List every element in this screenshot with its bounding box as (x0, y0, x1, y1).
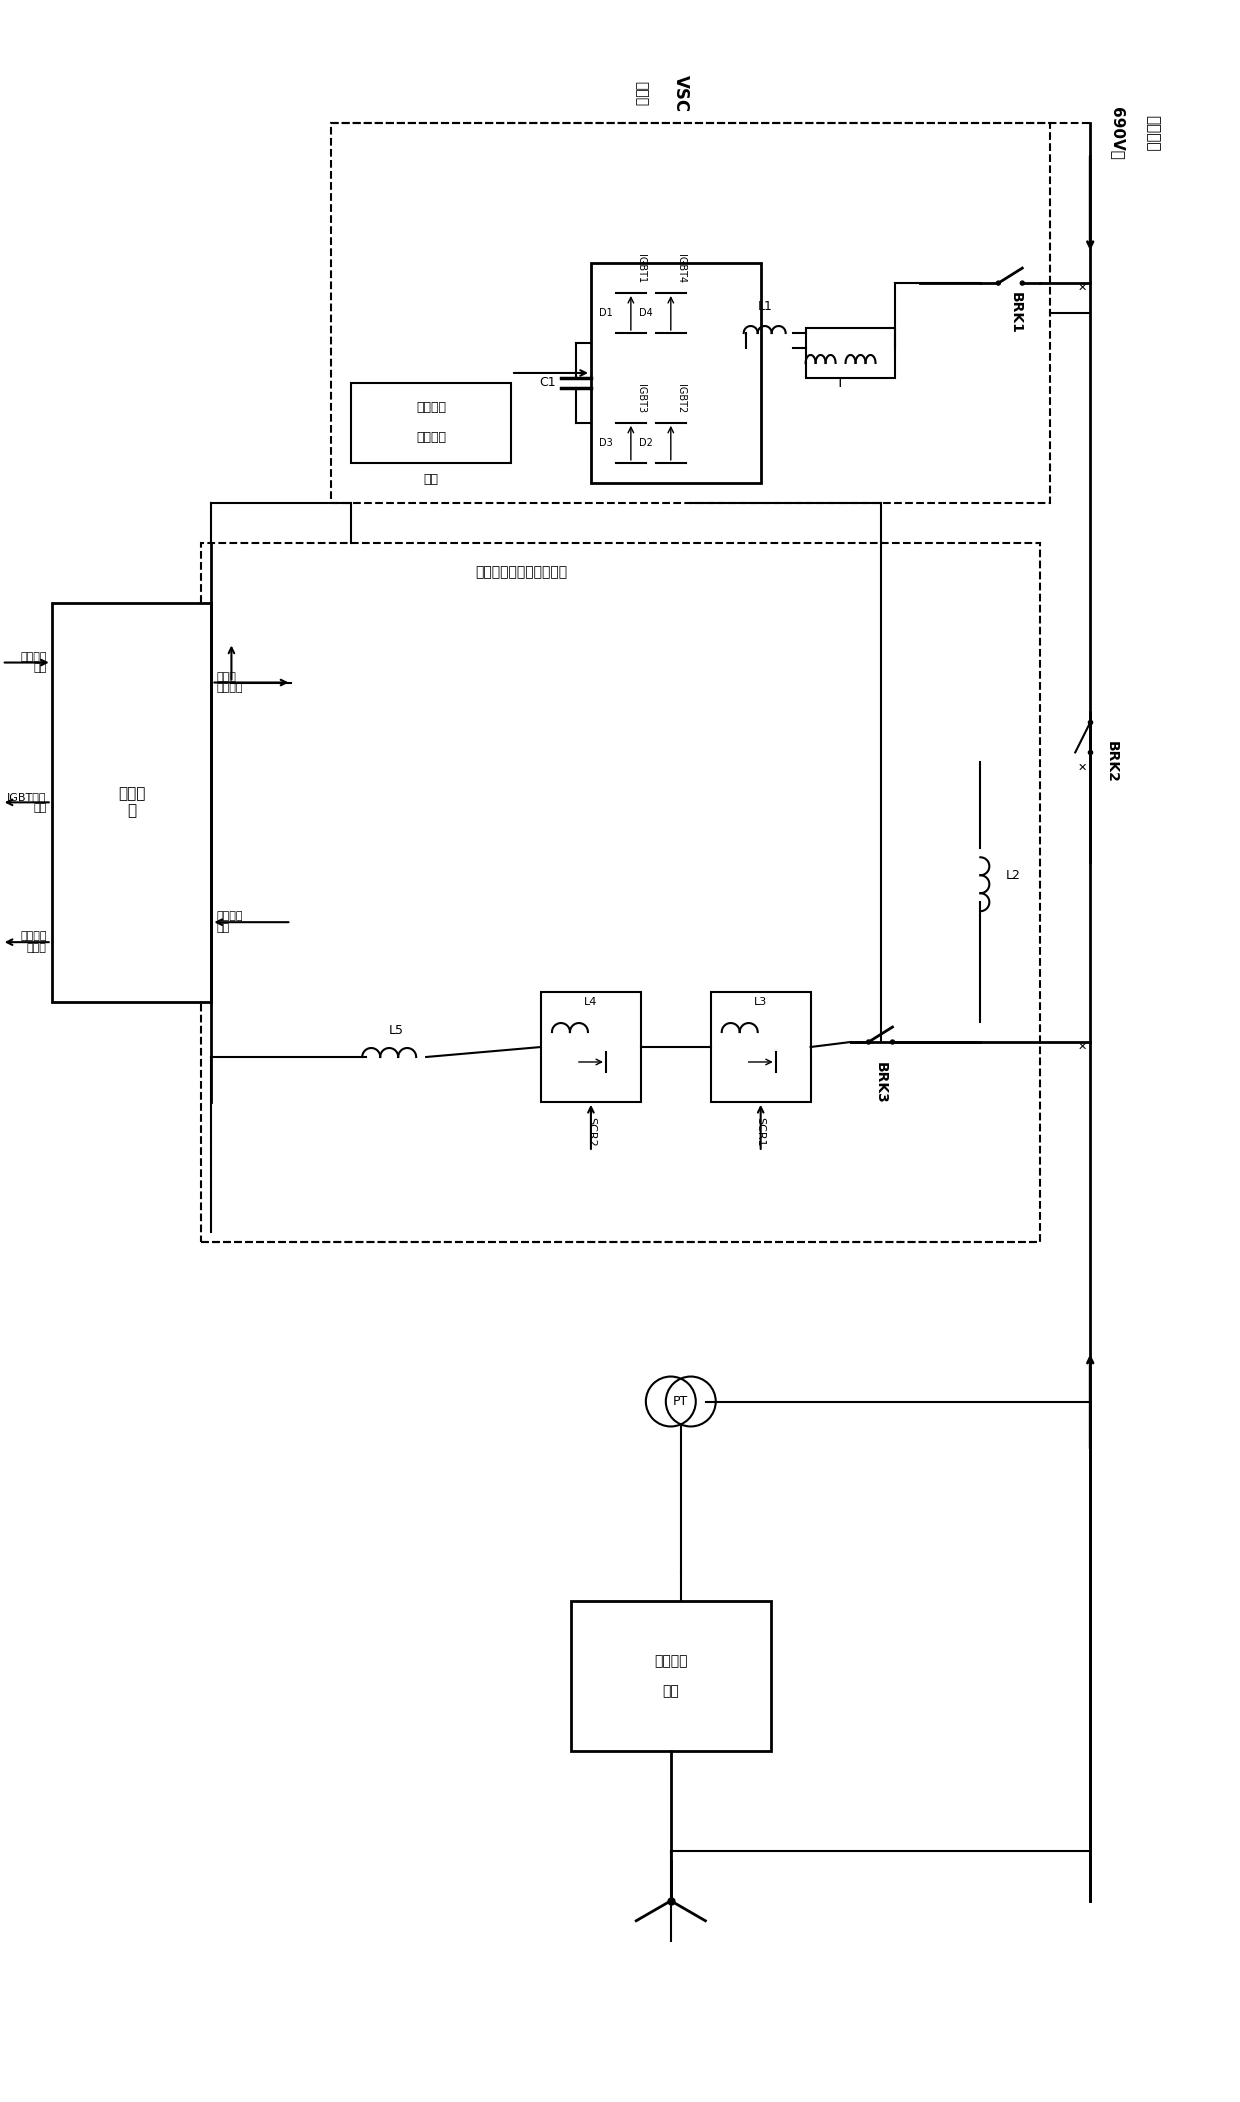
FancyBboxPatch shape (806, 328, 895, 378)
Text: D3: D3 (599, 437, 613, 448)
FancyBboxPatch shape (711, 992, 811, 1101)
Circle shape (867, 1040, 870, 1045)
Text: IGBT1: IGBT1 (636, 254, 646, 284)
FancyBboxPatch shape (591, 263, 760, 483)
Circle shape (997, 282, 1001, 286)
Text: 交流供电
系统: 交流供电 系统 (217, 912, 243, 933)
FancyBboxPatch shape (541, 992, 641, 1101)
Text: 串联补偿: 串联补偿 (417, 401, 446, 414)
Text: L5: L5 (388, 1024, 404, 1036)
Text: T: T (836, 376, 844, 391)
FancyBboxPatch shape (331, 124, 1050, 502)
Text: 功能: 功能 (424, 473, 439, 486)
Text: SCR2: SCR2 (587, 1116, 596, 1148)
Text: L1: L1 (758, 301, 773, 313)
Text: L2: L2 (1006, 868, 1021, 881)
Text: 阻抗控制回路及保护功能: 阻抗控制回路及保护功能 (475, 565, 567, 580)
Text: D1: D1 (599, 309, 613, 317)
Text: 电容调节: 电容调节 (417, 431, 446, 444)
Circle shape (890, 1040, 894, 1045)
Text: IGBT4: IGBT4 (676, 254, 686, 284)
Text: 待测风电: 待测风电 (653, 1654, 687, 1669)
Text: D4: D4 (639, 309, 652, 317)
FancyBboxPatch shape (570, 1602, 771, 1751)
Text: 690V侧: 690V侧 (1110, 107, 1125, 160)
Text: D2: D2 (639, 437, 652, 448)
Text: 电网母线: 电网母线 (1145, 116, 1161, 151)
Text: ✕: ✕ (1078, 1043, 1087, 1051)
Text: IGBT2: IGBT2 (676, 385, 686, 412)
Text: 控制器
工: 控制器 工 (118, 786, 145, 818)
Text: IGBT3: IGBT3 (636, 385, 646, 412)
Circle shape (1021, 282, 1024, 286)
FancyBboxPatch shape (351, 383, 511, 462)
Text: ✕: ✕ (1078, 763, 1087, 771)
Text: L4: L4 (584, 996, 598, 1007)
Text: IGBT驱动
信号: IGBT驱动 信号 (7, 792, 47, 813)
Text: BRK1: BRK1 (1008, 292, 1022, 334)
Text: BRK3: BRK3 (873, 1062, 888, 1104)
Text: 换流器: 换流器 (634, 80, 647, 105)
Text: SCR1: SCR1 (755, 1116, 765, 1146)
Text: L3: L3 (754, 996, 768, 1007)
Text: ✕: ✕ (1078, 284, 1087, 292)
Text: 主电路
控制信号: 主电路 控制信号 (217, 673, 243, 694)
Text: C1: C1 (539, 376, 556, 389)
FancyBboxPatch shape (201, 542, 1040, 1242)
Text: BRK2: BRK2 (1105, 742, 1120, 784)
Text: 晶闸管触
发信号: 晶闸管触 发信号 (20, 931, 47, 952)
FancyBboxPatch shape (52, 603, 212, 1003)
Text: VSC: VSC (672, 76, 689, 111)
Text: PT: PT (673, 1396, 688, 1408)
Text: 电压电流
采集: 电压电流 采集 (20, 652, 47, 673)
Text: 机组: 机组 (662, 1684, 680, 1698)
